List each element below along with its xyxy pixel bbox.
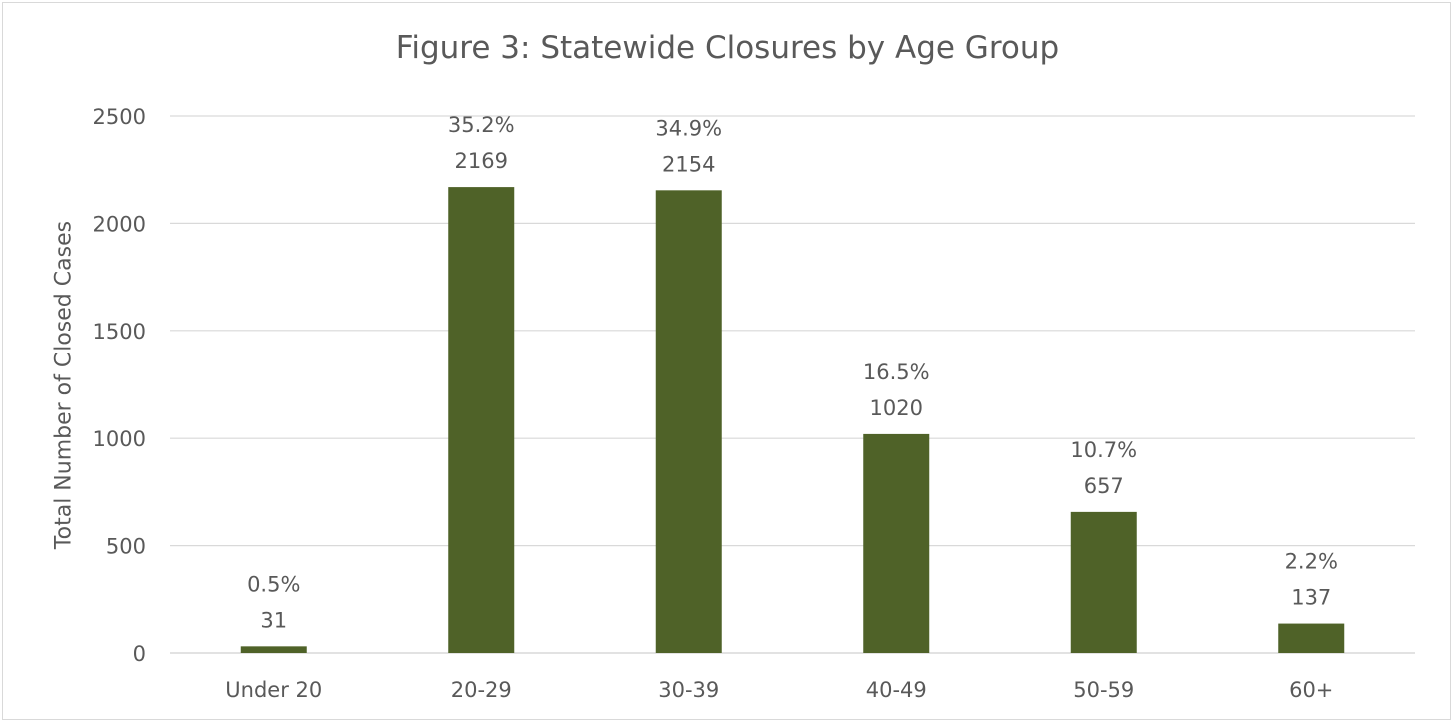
x-tick-label: 40-49 xyxy=(866,678,927,702)
value-label: 657 xyxy=(1084,474,1124,498)
percent-label: 2.2% xyxy=(1285,550,1338,574)
x-tick-label: 50-59 xyxy=(1073,678,1134,702)
y-tick-label: 1000 xyxy=(93,427,146,451)
gridlines xyxy=(170,115,1415,654)
value-label: 31 xyxy=(260,608,287,632)
x-tick-label: Under 20 xyxy=(225,678,322,702)
value-label: 2169 xyxy=(455,149,508,173)
percent-label: 35.2% xyxy=(448,113,515,137)
percent-label: 0.5% xyxy=(247,572,300,596)
bar xyxy=(655,190,722,653)
value-label: 1020 xyxy=(870,396,923,420)
value-label: 137 xyxy=(1291,586,1331,610)
data-labels: 0.5% 31 35.2% 2169 34.9% 2154 16.5% 1020 10.7% 65… xyxy=(247,113,1338,632)
x-tick-label: 60+ xyxy=(1289,678,1333,702)
bar xyxy=(1278,623,1345,653)
y-tick-label: 2000 xyxy=(93,212,146,236)
bar xyxy=(240,646,307,653)
y-tick-label: 0 xyxy=(133,642,146,666)
chart-title: Figure 3: Statewide Closures by Age Grou… xyxy=(395,30,1060,66)
x-tick-label: 30-39 xyxy=(658,678,719,702)
x-axis-ticks: Under 20 20-29 30-39 40-49 50-59 60+ xyxy=(225,678,1333,702)
bar xyxy=(1070,511,1137,653)
value-label: 2154 xyxy=(662,152,715,176)
bar xyxy=(448,187,515,653)
y-tick-label: 1500 xyxy=(93,320,146,344)
percent-label: 34.9% xyxy=(655,116,722,140)
bars xyxy=(240,187,1345,653)
bar xyxy=(863,433,930,653)
x-tick-label: 20-29 xyxy=(451,678,512,702)
percent-label: 16.5% xyxy=(863,360,930,384)
y-tick-label: 500 xyxy=(106,535,146,559)
y-tick-label: 2500 xyxy=(93,105,146,129)
percent-label: 10.7% xyxy=(1070,438,1137,462)
y-axis-ticks: 0 500 1000 1500 2000 2500 xyxy=(93,105,146,666)
